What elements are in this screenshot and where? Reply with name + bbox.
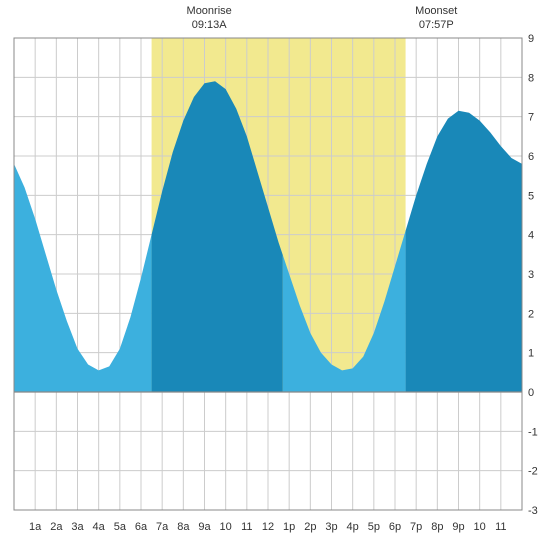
svg-text:8p: 8p [431, 521, 443, 533]
svg-text:3: 3 [528, 269, 534, 281]
svg-text:8a: 8a [177, 521, 190, 533]
moonset-text: Moonset [415, 5, 457, 17]
svg-text:-3: -3 [528, 505, 538, 517]
svg-text:12: 12 [262, 521, 274, 533]
svg-text:4: 4 [528, 230, 534, 242]
svg-text:5: 5 [528, 190, 534, 202]
svg-text:8: 8 [528, 72, 534, 84]
svg-text:11: 11 [495, 521, 506, 533]
svg-text:7a: 7a [156, 521, 169, 533]
svg-text:3a: 3a [71, 521, 84, 533]
chart-svg: -3-2-101234567891a2a3a4a5a6a7a8a9a101112… [0, 0, 550, 550]
svg-text:5a: 5a [114, 521, 127, 533]
svg-text:-1: -1 [528, 426, 538, 438]
svg-text:9a: 9a [198, 521, 211, 533]
svg-text:2: 2 [528, 308, 534, 320]
svg-text:0: 0 [528, 387, 534, 399]
moonrise-text: Moonrise [187, 5, 232, 17]
tide-chart: Moonrise 09:13A Moonset 07:57P -3-2-1012… [0, 0, 550, 550]
svg-text:6a: 6a [135, 521, 148, 533]
svg-text:10: 10 [474, 521, 486, 533]
moonrise-time: 09:13A [169, 18, 249, 32]
svg-text:2p: 2p [304, 521, 316, 533]
svg-text:4p: 4p [347, 521, 359, 533]
svg-text:7p: 7p [410, 521, 422, 533]
moonset-time: 07:57P [396, 18, 476, 32]
svg-text:4a: 4a [93, 521, 106, 533]
svg-text:9p: 9p [452, 521, 464, 533]
moonset-label: Moonset 07:57P [396, 4, 476, 33]
svg-text:-2: -2 [528, 466, 538, 478]
svg-text:10: 10 [220, 521, 232, 533]
svg-text:1p: 1p [283, 521, 295, 533]
svg-text:11: 11 [241, 521, 252, 533]
svg-text:2a: 2a [50, 521, 63, 533]
moonrise-label: Moonrise 09:13A [169, 4, 249, 33]
svg-text:5p: 5p [368, 521, 380, 533]
svg-text:7: 7 [528, 112, 534, 124]
svg-text:6p: 6p [389, 521, 401, 533]
svg-text:6: 6 [528, 151, 534, 163]
svg-text:3p: 3p [325, 521, 337, 533]
svg-text:1: 1 [528, 348, 534, 360]
svg-text:1a: 1a [29, 521, 42, 533]
header-labels: Moonrise 09:13A Moonset 07:57P [0, 0, 550, 38]
